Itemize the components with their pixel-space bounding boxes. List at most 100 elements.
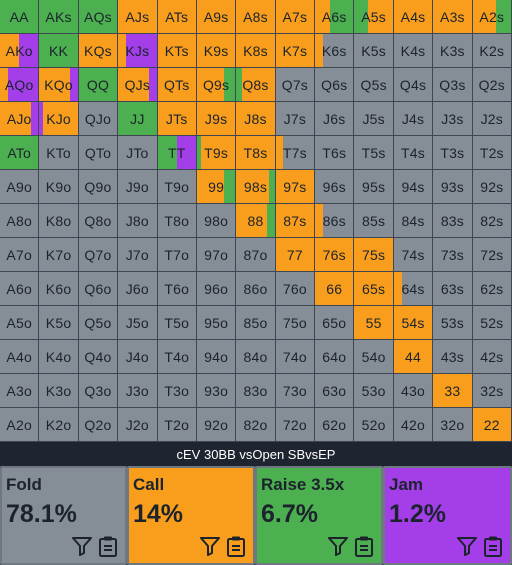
hand-cell-QTo[interactable]: QTo	[78, 136, 119, 170]
hand-cell-92s[interactable]: 92s	[472, 170, 512, 204]
hand-cell-AKs[interactable]: AKs	[39, 0, 79, 34]
hand-cell-QJs[interactable]: QJs	[118, 68, 158, 102]
hand-cell-Q4s[interactable]: Q4s	[393, 68, 434, 102]
hand-cell-J3o[interactable]: J3o	[118, 374, 158, 408]
hand-cell-ATo[interactable]: ATo	[0, 136, 40, 170]
hand-cell-AQo[interactable]: AQo	[0, 68, 40, 102]
hand-cell-Q3s[interactable]: Q3s	[433, 68, 473, 102]
hand-cell-94s[interactable]: 94s	[393, 170, 434, 204]
hand-cell-42s[interactable]: 42s	[472, 340, 512, 374]
hand-cell-76o[interactable]: 76o	[275, 272, 316, 306]
hand-cell-AQs[interactable]: AQs	[78, 0, 119, 34]
hand-cell-J9o[interactable]: J9o	[118, 170, 158, 204]
hand-cell-93s[interactable]: 93s	[433, 170, 473, 204]
hand-cell-K6s[interactable]: K6s	[315, 34, 355, 68]
hand-cell-74s[interactable]: 74s	[393, 238, 434, 272]
hand-cell-Q7o[interactable]: Q7o	[78, 238, 119, 272]
filter-icon[interactable]	[456, 536, 478, 556]
hand-cell-73s[interactable]: 73s	[433, 238, 473, 272]
hand-cell-32o[interactable]: 32o	[433, 408, 473, 442]
hand-cell-86s[interactable]: 86s	[315, 204, 355, 238]
hand-cell-T8o[interactable]: T8o	[157, 204, 197, 238]
hand-cell-63s[interactable]: 63s	[433, 272, 473, 306]
hand-cell-J2o[interactable]: J2o	[118, 408, 158, 442]
hand-cell-T3s[interactable]: T3s	[433, 136, 473, 170]
action-card-fold[interactable]: Fold 78.1%	[0, 466, 127, 565]
hand-cell-K2o[interactable]: K2o	[39, 408, 79, 442]
hand-cell-Q9o[interactable]: Q9o	[78, 170, 119, 204]
hand-cell-A3o[interactable]: A3o	[0, 374, 40, 408]
hand-cell-A2o[interactable]: A2o	[0, 408, 40, 442]
hand-cell-K9o[interactable]: K9o	[39, 170, 79, 204]
hand-cell-K4s[interactable]: K4s	[393, 34, 434, 68]
hand-cell-63o[interactable]: 63o	[315, 374, 355, 408]
hand-cell-KQo[interactable]: KQo	[39, 68, 79, 102]
hand-cell-A7o[interactable]: A7o	[0, 238, 40, 272]
hand-cell-A5s[interactable]: A5s	[354, 0, 394, 34]
hand-cell-95s[interactable]: 95s	[354, 170, 394, 204]
hand-cell-A6o[interactable]: A6o	[0, 272, 40, 306]
hand-cell-53o[interactable]: 53o	[354, 374, 394, 408]
hand-cell-Q8s[interactable]: Q8s	[236, 68, 276, 102]
hand-cell-A8o[interactable]: A8o	[0, 204, 40, 238]
hand-cell-Q3o[interactable]: Q3o	[78, 374, 119, 408]
hand-cell-Q5s[interactable]: Q5s	[354, 68, 394, 102]
hand-cell-76s[interactable]: 76s	[315, 238, 355, 272]
hand-cell-98o[interactable]: 98o	[196, 204, 237, 238]
hand-cell-22[interactable]: 22	[472, 408, 512, 442]
hand-cell-K4o[interactable]: K4o	[39, 340, 79, 374]
hand-cell-T7o[interactable]: T7o	[157, 238, 197, 272]
hand-cell-J5s[interactable]: J5s	[354, 102, 394, 136]
hand-cell-32s[interactable]: 32s	[472, 374, 512, 408]
hand-cell-75s[interactable]: 75s	[354, 238, 394, 272]
hand-cell-JTo[interactable]: JTo	[118, 136, 158, 170]
hand-cell-Q6o[interactable]: Q6o	[78, 272, 119, 306]
hand-cell-AJs[interactable]: AJs	[118, 0, 158, 34]
hand-cell-J7s[interactable]: J7s	[275, 102, 316, 136]
hand-cell-84o[interactable]: 84o	[236, 340, 276, 374]
hand-cell-52o[interactable]: 52o	[354, 408, 394, 442]
action-card-raise[interactable]: Raise 3.5x 6.7%	[255, 466, 383, 565]
hand-cell-T9o[interactable]: T9o	[157, 170, 197, 204]
hand-cell-T5o[interactable]: T5o	[157, 306, 197, 340]
hand-cell-Q6s[interactable]: Q6s	[315, 68, 355, 102]
hand-cell-84s[interactable]: 84s	[393, 204, 434, 238]
hand-cell-T2o[interactable]: T2o	[157, 408, 197, 442]
hand-cell-JTs[interactable]: JTs	[157, 102, 197, 136]
clipboard-icon[interactable]	[225, 535, 247, 557]
hand-cell-T6s[interactable]: T6s	[315, 136, 355, 170]
hand-cell-TT[interactable]: TT	[157, 136, 197, 170]
hand-cell-KQs[interactable]: KQs	[78, 34, 119, 68]
hand-cell-J6s[interactable]: J6s	[315, 102, 355, 136]
hand-cell-KTs[interactable]: KTs	[157, 34, 197, 68]
hand-cell-AA[interactable]: AA	[0, 0, 40, 34]
hand-cell-72s[interactable]: 72s	[472, 238, 512, 272]
hand-cell-Q9s[interactable]: Q9s	[196, 68, 237, 102]
hand-cell-43s[interactable]: 43s	[433, 340, 473, 374]
hand-cell-T8s[interactable]: T8s	[236, 136, 276, 170]
hand-cell-64s[interactable]: 64s	[393, 272, 434, 306]
hand-cell-52s[interactable]: 52s	[472, 306, 512, 340]
hand-cell-K7o[interactable]: K7o	[39, 238, 79, 272]
hand-cell-97o[interactable]: 97o	[196, 238, 237, 272]
hand-cell-62o[interactable]: 62o	[315, 408, 355, 442]
hand-cell-55[interactable]: 55	[354, 306, 394, 340]
hand-cell-43o[interactable]: 43o	[393, 374, 434, 408]
hand-cell-K5s[interactable]: K5s	[354, 34, 394, 68]
hand-cell-65s[interactable]: 65s	[354, 272, 394, 306]
hand-cell-A7s[interactable]: A7s	[275, 0, 316, 34]
hand-cell-T7s[interactable]: T7s	[275, 136, 316, 170]
hand-cell-QQ[interactable]: QQ	[78, 68, 119, 102]
hand-cell-Q2o[interactable]: Q2o	[78, 408, 119, 442]
hand-cell-64o[interactable]: 64o	[315, 340, 355, 374]
hand-cell-T3o[interactable]: T3o	[157, 374, 197, 408]
hand-cell-88[interactable]: 88	[236, 204, 276, 238]
hand-cell-Q4o[interactable]: Q4o	[78, 340, 119, 374]
hand-cell-44[interactable]: 44	[393, 340, 434, 374]
hand-cell-74o[interactable]: 74o	[275, 340, 316, 374]
hand-cell-72o[interactable]: 72o	[275, 408, 316, 442]
hand-cell-94o[interactable]: 94o	[196, 340, 237, 374]
hand-cell-K5o[interactable]: K5o	[39, 306, 79, 340]
hand-cell-66[interactable]: 66	[315, 272, 355, 306]
hand-cell-T6o[interactable]: T6o	[157, 272, 197, 306]
